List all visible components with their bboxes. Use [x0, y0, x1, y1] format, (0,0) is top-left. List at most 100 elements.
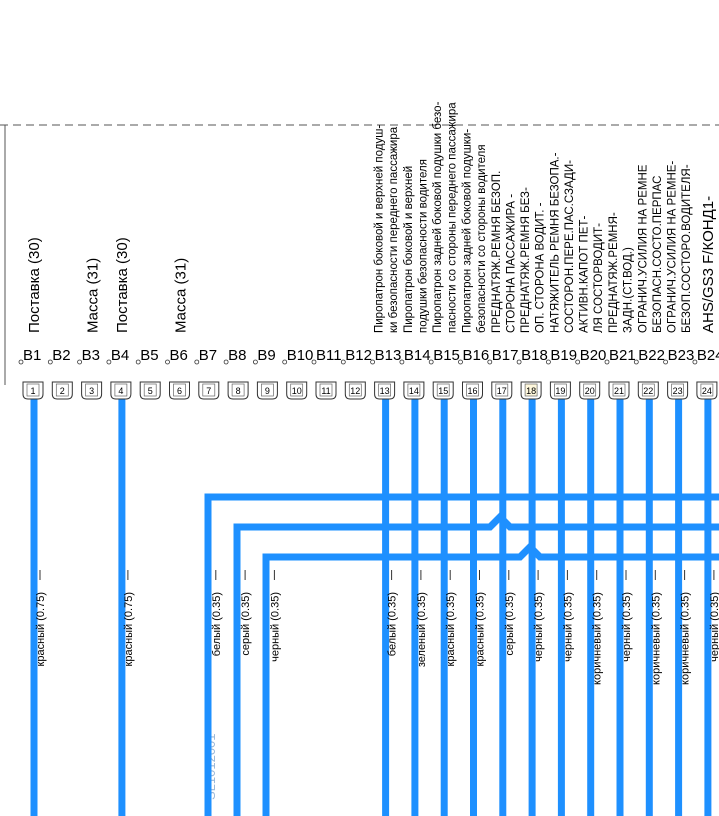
pin-inner [612, 383, 626, 397]
pin-number: 4 [118, 386, 123, 396]
pin-inner [671, 383, 684, 397]
pin-number: 17 [497, 386, 507, 396]
pin-id: B4 [111, 347, 129, 364]
pin-number: 12 [350, 386, 360, 396]
wire-label: коричневый (0.35) [592, 592, 604, 685]
wire-label: красный (0.75) [35, 592, 47, 666]
wire-label: серый (0.35) [240, 592, 252, 656]
wire-label: белый (0.35) [387, 592, 399, 656]
pin-description: ПРЕДНАТЯЖ.РЕМНЯ БЕЗОП. [491, 171, 503, 333]
pin-number: 24 [702, 386, 712, 396]
pin-number: 11 [321, 386, 330, 396]
pin-id: B7 [199, 347, 217, 364]
pin-id: B11 [316, 347, 342, 364]
pin-number: 15 [438, 386, 448, 396]
pin-number: 13 [380, 386, 390, 396]
pin-marker [370, 359, 376, 365]
pin-id: B17 [492, 347, 519, 364]
pin-inner [261, 383, 274, 397]
wire-label: красный (0.75) [123, 592, 135, 666]
pin-marker [18, 359, 24, 365]
wire-label: красный (0.35) [445, 592, 457, 666]
wire-label: черный (0.35) [533, 592, 545, 662]
pin-id: B3 [82, 347, 100, 364]
pin-inner [436, 383, 450, 397]
pin-marker [663, 359, 668, 365]
pin-marker [516, 359, 522, 365]
wire-label: черный (0.35) [709, 592, 719, 662]
wire-label: зеленый (0.35) [416, 592, 428, 667]
pin-id: B24 [697, 347, 719, 364]
pin-name: Поставка (30) [26, 237, 43, 333]
wire [204, 493, 719, 816]
pin-number: 6 [177, 386, 182, 396]
pin-number: 20 [585, 386, 595, 396]
pin-marker [223, 359, 229, 365]
pin-description: БЕЗОП.СОСТОРО.ВОДИТЕЛЯ- [681, 164, 693, 333]
wire-label: красный (0.35) [475, 592, 487, 666]
wire [233, 512, 719, 816]
pin-id: B16 [463, 347, 490, 364]
pin-id: B14 [404, 347, 431, 364]
pin-name: Масса (31) [173, 258, 190, 333]
pin-marker [311, 359, 317, 365]
pin-inner [641, 383, 655, 397]
pin-id: B23 [668, 347, 695, 364]
pin-inner [55, 383, 69, 397]
pin-number: 16 [467, 386, 477, 396]
pin-marker [546, 359, 551, 365]
pin-id: B22 [638, 347, 665, 364]
pin-description: ОГРАНИЧ.УСИЛИЯ НА РЕМНЕ- [667, 161, 679, 333]
wire-label: коричневый (0.35) [680, 592, 692, 685]
pin-number: 3 [89, 386, 94, 396]
pin-description: подушки безопасности водителя [417, 159, 429, 333]
pin-number: 1 [30, 386, 35, 396]
pin-id: B10 [287, 347, 314, 364]
wire-label: белый (0.35) [211, 592, 223, 656]
pin-inner [319, 383, 333, 397]
pin-inner [700, 383, 714, 397]
pin-inner [143, 383, 157, 397]
pin-marker [194, 359, 200, 365]
pin-inner [202, 383, 216, 397]
wire-label: черный (0.35) [621, 592, 633, 662]
pin-description: ПРЕДНАТЯЖ.РЕМНЯ БЕЗ- [520, 187, 532, 333]
pin-marker [575, 359, 581, 365]
pin-name: Поставка (30) [114, 237, 131, 333]
pin-number: 10 [292, 386, 302, 396]
pin-id: B21 [609, 347, 636, 364]
pin-inner [495, 383, 509, 397]
pin-inner [348, 383, 362, 397]
pin-id: B20 [580, 347, 607, 364]
pin-inner [85, 383, 98, 397]
pin-marker [340, 359, 346, 365]
pin-description: ПРЕДНАТЯЖ.РЕМНЯ- [608, 212, 620, 333]
pin-description: ОП. СТОРОНА ВОДИТ. - [535, 202, 547, 333]
pin-marker [428, 359, 434, 365]
pin-number: 7 [206, 386, 211, 396]
pin-inner [378, 383, 391, 397]
pin-description: безопасности со стороны водителя [476, 144, 488, 333]
pin-marker [165, 359, 170, 365]
pin-name: AHS/GS3 F/КОНД1- [700, 196, 717, 333]
pin-description: ки безопасности переднего пассажира [388, 126, 400, 333]
pin-number: 23 [673, 386, 683, 396]
pin-description: СТОРОНА ПАССАЖИРА - [505, 194, 517, 333]
pin-id: B15 [433, 347, 460, 364]
pin-marker [692, 359, 698, 365]
pin-description: пасности со стороны переднего пассажира [447, 102, 459, 333]
pin-number: 14 [409, 386, 419, 396]
pin-id: B18 [521, 347, 548, 364]
pin-number: 9 [265, 386, 270, 396]
pin-id: B1 [23, 347, 41, 364]
pin-id: B9 [257, 347, 275, 364]
pin-number: 8 [236, 386, 241, 396]
pin-number: 22 [643, 386, 653, 396]
pin-description: НАТЯЖИТЕЛЬ РЕМНЯ БЕЗОПА.- [549, 152, 561, 333]
pin-number: 19 [555, 386, 565, 396]
pin-id: B6 [170, 347, 188, 364]
pin-marker [77, 359, 82, 365]
pin-marker [633, 359, 639, 365]
pin-marker [135, 359, 141, 365]
wire-label: черный (0.35) [269, 592, 281, 662]
